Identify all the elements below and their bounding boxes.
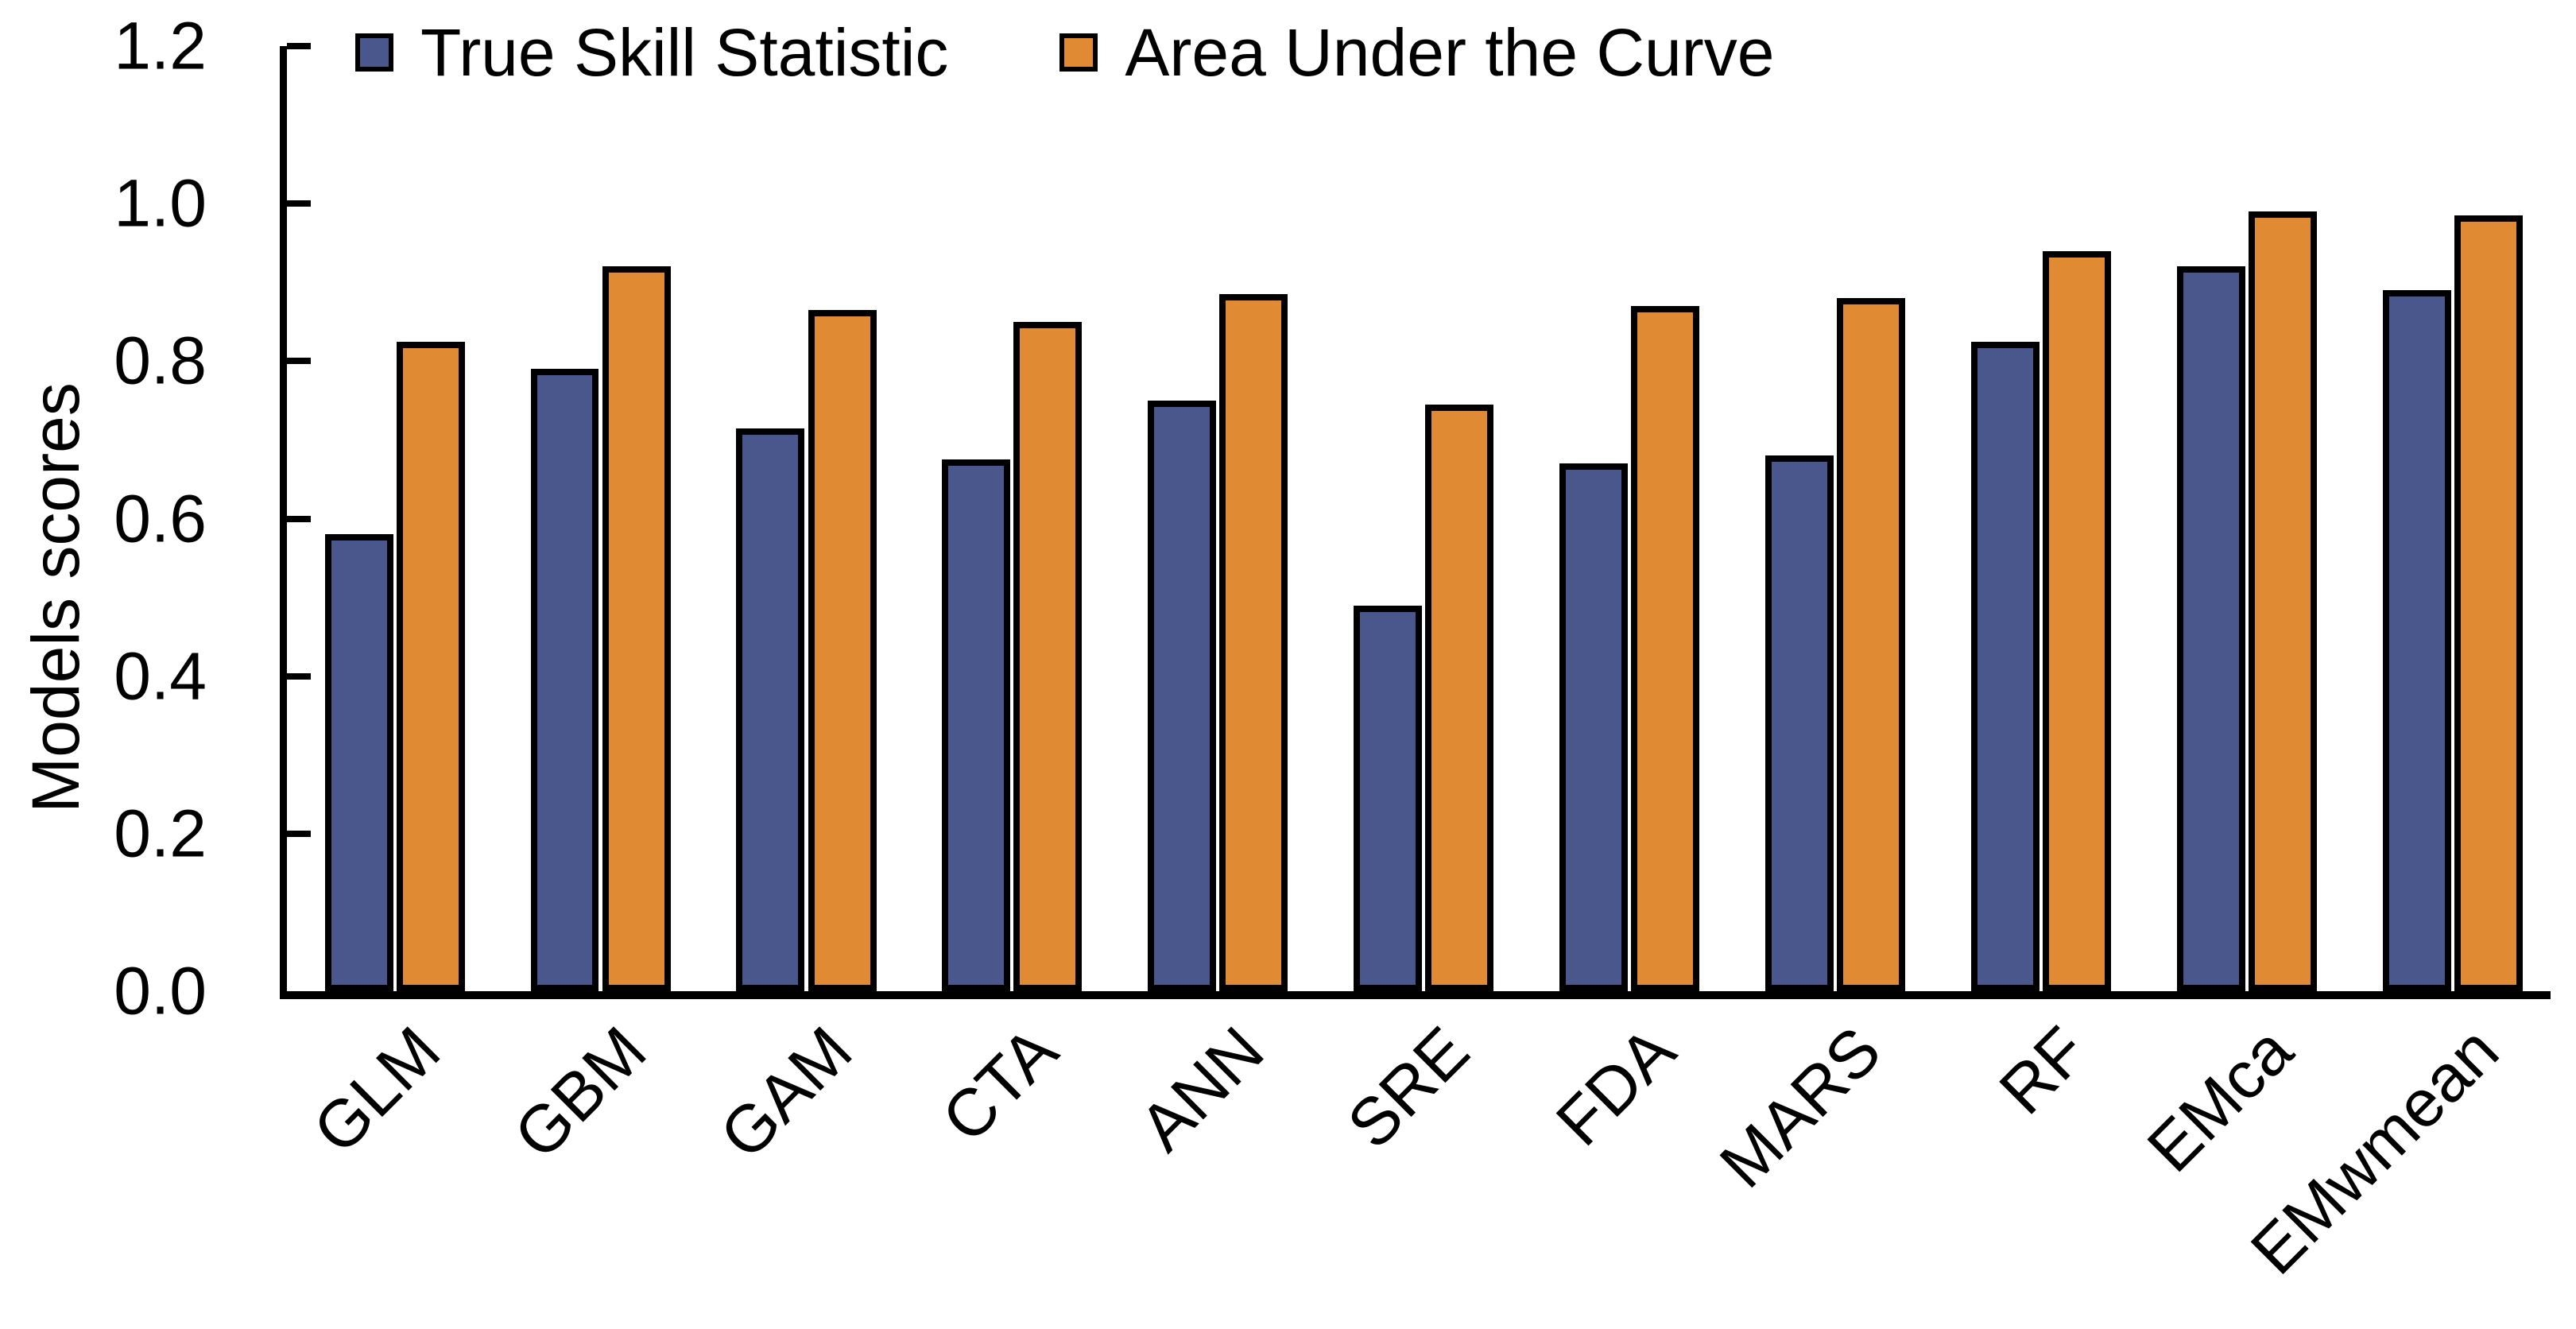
y-tick-label-0.6: 0.6 (114, 481, 207, 556)
bar-auc-RF (2043, 250, 2111, 991)
x-tick-label-GLM: GLM (299, 1012, 455, 1168)
y-tick-label-1.2: 1.2 (114, 8, 207, 83)
bar-tss-MARS (1764, 455, 1834, 991)
y-axis-tick-labels: 0.0 0.2 0.4 0.6 0.8 1.0 1.2 (0, 9, 207, 1029)
bar-tss-RF (1970, 341, 2039, 991)
x-tick-label-FDA: FDA (1541, 1012, 1690, 1160)
x-tick-label-RF: RF (1985, 1012, 2101, 1129)
bar-auc-FDA (1631, 305, 1700, 991)
bar-group-ANN (1110, 46, 1316, 991)
legend-label-tss: True Skill Statistic (420, 15, 949, 90)
bar-auc-CTA (1013, 321, 1083, 991)
bar-auc-MARS (1837, 298, 1906, 991)
x-tick-label-SRE: SRE (1333, 1012, 1484, 1163)
bar-group-MARS (1727, 46, 1933, 991)
legend-swatch-tss-icon (355, 33, 393, 72)
y-tick-0.8 (287, 358, 311, 365)
bar-tss-GLM (324, 534, 393, 991)
legend-label-auc: Area Under the Curve (1125, 15, 1775, 90)
bar-group-SRE (1316, 46, 1522, 991)
bar-tss-CTA (942, 459, 1011, 991)
bar-tss-EMca (2176, 266, 2245, 991)
y-tick-label-1.0: 1.0 (114, 165, 207, 241)
bar-group-FDA (1521, 46, 1727, 991)
bar-group-EMwmean (2345, 46, 2551, 991)
y-tick-0.2 (287, 830, 311, 837)
legend-item-tss: True Skill Statistic (355, 16, 948, 89)
bar-tss-GAM (736, 428, 805, 991)
bar-group-GBM (493, 46, 699, 991)
bar-tss-FDA (1559, 463, 1629, 991)
bar-auc-SRE (1425, 404, 1494, 991)
bar-tss-ANN (1148, 400, 1217, 991)
y-tick-1.2 (287, 43, 311, 49)
x-tick-label-GAM: GAM (705, 1012, 866, 1173)
legend: True Skill Statistic Area Under the Curv… (355, 16, 1774, 89)
x-tick-label-MARS: MARS (1705, 1012, 1895, 1202)
bar-auc-GBM (602, 266, 671, 991)
y-tick-label-0.8: 0.8 (114, 323, 207, 398)
y-tick-label-0.0: 0.0 (114, 953, 207, 1029)
bar-group-RF (1933, 46, 2139, 991)
bar-auc-EMca (2248, 211, 2317, 991)
bar-group-GAM (699, 46, 905, 991)
y-tick-label-0.4: 0.4 (114, 638, 207, 714)
bar-auc-GAM (808, 309, 877, 991)
bar-auc-EMwmean (2454, 215, 2523, 991)
x-tick-label-GBM: GBM (499, 1012, 660, 1173)
bar-group-GLM (287, 46, 493, 991)
x-tick-label-CTA: CTA (928, 1012, 1072, 1157)
plot-area: GLM GBM GAM CTA ANN SRE FDA MARS RF EMca EMwmean (280, 43, 2551, 1288)
bar-auc-GLM (396, 341, 465, 991)
x-tick-label-EMca: EMca (2132, 1012, 2307, 1187)
x-tick-label-ANN: ANN (1125, 1012, 1278, 1165)
bar-group-EMca (2139, 46, 2345, 991)
y-tick-label-0.2: 0.2 (114, 796, 207, 871)
bar-tss-GBM (530, 369, 599, 991)
y-tick-0.6 (287, 515, 311, 522)
y-tick-1.0 (287, 200, 311, 207)
legend-item-auc: Area Under the Curve (1059, 16, 1774, 89)
y-tick-0.4 (287, 672, 311, 680)
bar-auc-ANN (1219, 294, 1288, 991)
bar-tss-EMwmean (2382, 290, 2451, 991)
bar-group-CTA (905, 46, 1110, 991)
bar-tss-SRE (1354, 605, 1423, 991)
legend-swatch-auc-icon (1059, 33, 1098, 72)
